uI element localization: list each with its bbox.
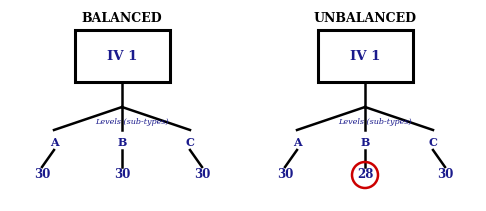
Text: 30: 30	[114, 169, 130, 181]
Text: IV 1: IV 1	[350, 50, 380, 62]
Text: B: B	[117, 137, 127, 147]
Text: Levels (sub-types): Levels (sub-types)	[338, 118, 412, 126]
Text: 30: 30	[34, 169, 50, 181]
Text: BALANCED: BALANCED	[82, 12, 162, 25]
Text: C: C	[429, 137, 437, 147]
Text: UNBALANCED: UNBALANCED	[313, 12, 417, 25]
Bar	[317, 30, 413, 82]
Text: IV 1: IV 1	[107, 50, 137, 62]
Text: B: B	[360, 137, 370, 147]
Text: 30: 30	[194, 169, 210, 181]
Text: 30: 30	[437, 169, 453, 181]
Bar	[74, 30, 170, 82]
Text: 28: 28	[357, 169, 373, 181]
Text: 30: 30	[277, 169, 293, 181]
Text: Levels (sub-types): Levels (sub-types)	[95, 118, 169, 126]
Text: C: C	[186, 137, 194, 147]
Text: A: A	[293, 137, 301, 147]
Text: A: A	[50, 137, 58, 147]
